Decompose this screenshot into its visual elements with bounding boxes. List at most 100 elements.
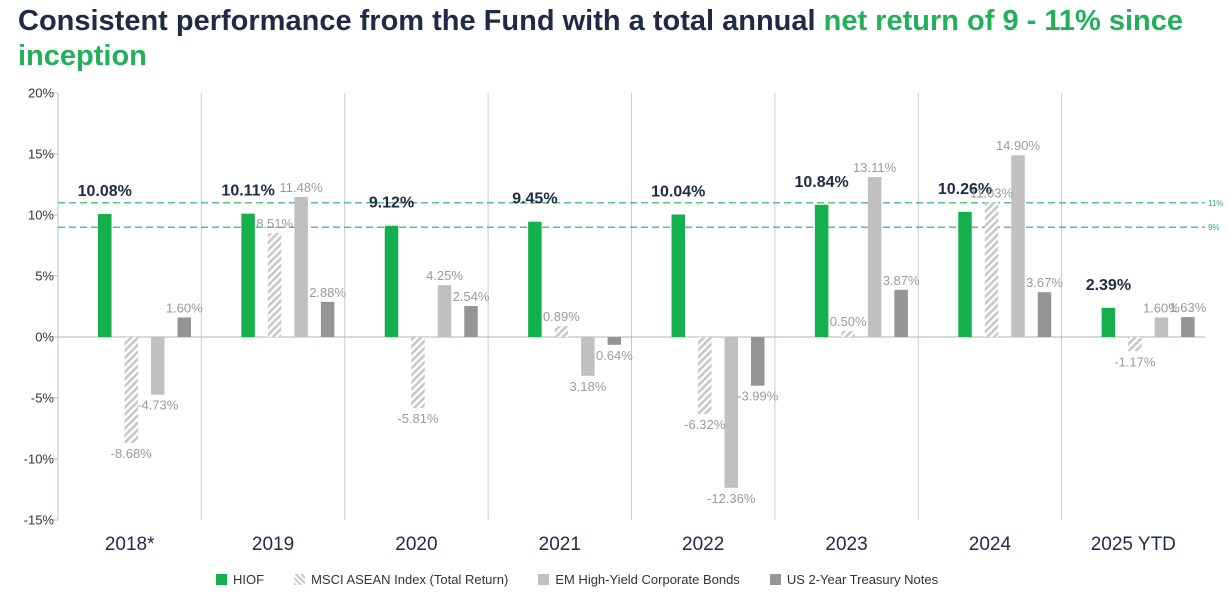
data-label: -4.73% <box>137 398 179 413</box>
chart-title: Consistent performance from the Fund wit… <box>18 4 1218 74</box>
bar-em-high-yield-corporate-bonds <box>581 337 595 376</box>
x-tick-label: 2018* <box>105 534 155 555</box>
data-label: 14.90% <box>996 138 1041 153</box>
data-label: 11.03% <box>970 185 1014 200</box>
data-label: 10.04% <box>651 184 705 201</box>
data-label: 3.18% <box>569 379 606 394</box>
bar-msci-asean-index-total-return- <box>698 337 712 415</box>
bar-hiof <box>98 214 112 337</box>
bar-hiof <box>958 211 972 337</box>
y-tick-label: 5% <box>35 269 54 284</box>
data-label: 4.25% <box>426 268 463 283</box>
bar-us-2-year-treasury-notes <box>177 317 191 337</box>
data-label: 2.39% <box>1086 277 1131 294</box>
title-text: Consistent performance from the Fund wit… <box>18 5 824 37</box>
data-label: -6.32% <box>684 417 726 432</box>
data-label: 3.67% <box>1026 275 1063 290</box>
data-label: 10.11% <box>221 183 274 200</box>
x-tick-label: 2019 <box>252 534 294 555</box>
x-tick-label: 2022 <box>682 534 724 555</box>
bar-em-high-yield-corporate-bonds <box>437 285 452 337</box>
bar-em-high-yield-corporate-bonds <box>151 337 165 395</box>
x-tick-label: 2024 <box>969 534 1012 555</box>
data-label: -8.68% <box>111 446 153 461</box>
category-dividers <box>200 93 1063 520</box>
bar-chart: 20% 15% 10% 5% 0% -5% -10% -15% 11% 9% 10.08% -8.… <box>24 86 1224 556</box>
legend-swatch-ust <box>769 573 781 585</box>
data-label: -5.81% <box>397 411 439 426</box>
data-label: 8.51% <box>256 216 293 231</box>
y-tick-label: 15% <box>28 147 54 162</box>
bar-hiof <box>528 221 542 337</box>
bar-msci-asean-index-total-return- <box>1128 337 1142 352</box>
data-label: 1.60% <box>166 300 203 315</box>
legend-label-hiof: HIOF <box>233 571 265 587</box>
legend-item-hiof: HIOF <box>216 572 264 587</box>
bar-msci-asean-index-total-return- <box>267 233 282 337</box>
legend-swatch-hiof <box>216 573 227 585</box>
legend-swatch-msci <box>294 573 306 585</box>
bar-msci-asean-index-total-return- <box>554 326 569 337</box>
bar-us-2-year-treasury-notes <box>464 306 478 337</box>
data-label: 10.26% <box>938 181 992 198</box>
bars <box>98 155 1195 488</box>
bar-us-2-year-treasury-notes <box>607 337 622 345</box>
legend-label-em: EM High-Yield Corporate Bonds <box>555 571 740 587</box>
legend-item-ust: US 2-Year Treasury Notes <box>769 571 939 587</box>
bar-us-2-year-treasury-notes <box>320 301 335 337</box>
y-tick-label: 20% <box>28 86 54 101</box>
x-tick-label: 2023 <box>825 534 867 555</box>
x-tick-label: 2020 <box>395 534 437 555</box>
reference-line-label: 9% <box>1208 223 1220 232</box>
bar-msci-asean-index-total-return- <box>841 330 855 337</box>
y-tick-label: 10% <box>28 208 54 223</box>
reference-line-label: 11% <box>1208 199 1223 208</box>
data-label: -12.36% <box>707 491 756 506</box>
legend-label-msci: MSCI ASEAN Index (Total Return) <box>311 571 509 587</box>
bar-em-high-yield-corporate-bonds <box>294 196 308 337</box>
bar-em-high-yield-corporate-bonds <box>1011 155 1025 337</box>
y-tick-label: -5% <box>31 391 55 406</box>
bar-us-2-year-treasury-notes <box>894 289 908 337</box>
legend-item-msci: MSCI ASEAN Index (Total Return) <box>294 572 508 587</box>
data-label: 10.84% <box>794 174 848 191</box>
x-tick-label: 2021 <box>539 534 581 555</box>
legend-label-ust: US 2-Year Treasury Notes <box>786 571 939 587</box>
bar-us-2-year-treasury-notes <box>751 337 765 386</box>
data-label: 11.48% <box>280 180 324 195</box>
data-label: 10.08% <box>78 183 132 200</box>
data-label: 2.54% <box>453 289 490 304</box>
legend: HIOF MSCI ASEAN Index (Total Return) EM … <box>216 570 968 588</box>
data-label: -3.99% <box>737 389 779 404</box>
data-label: 13.11% <box>853 160 897 175</box>
data-label: 1.60% <box>1143 300 1180 315</box>
data-label: 9.12% <box>369 195 414 212</box>
y-tick-label: 0% <box>35 330 54 345</box>
data-label: 0.89% <box>543 309 580 324</box>
reference-lines: 11% 9% <box>58 199 1223 232</box>
data-label: 0.64% <box>596 348 633 363</box>
x-tick-label: 2025 YTD <box>1091 534 1176 555</box>
bar-em-high-yield-corporate-bonds <box>1154 317 1169 337</box>
bar-hiof <box>384 225 399 337</box>
data-label: 9.45% <box>512 191 557 208</box>
bar-msci-asean-index-total-return- <box>984 202 999 337</box>
bar-msci-asean-index-total-return- <box>124 337 138 443</box>
data-labels: 10.08% -8.68% -4.73% 1.60% 10.11% 8.51% 11.48%… <box>78 138 1207 506</box>
bar-us-2-year-treasury-notes <box>1037 292 1052 337</box>
y-tick-label: -10% <box>24 452 55 467</box>
data-label: 0.50% <box>830 314 867 329</box>
bar-hiof <box>671 214 685 337</box>
legend-item-em: EM High-Yield Corporate Bonds <box>538 572 740 587</box>
title-highlight: net return of 9 - 11% since inception <box>18 5 1184 72</box>
x-axis: 2018* 2019 2020 2021 2022 2023 2024 2025 YTD <box>105 534 1176 555</box>
data-label: 3.87% <box>883 273 920 288</box>
bar-msci-asean-index-total-return- <box>411 337 425 408</box>
bar-hiof <box>1101 307 1116 337</box>
data-label: 2.88% <box>309 285 346 300</box>
legend-swatch-em <box>538 573 550 585</box>
data-label: -1.17% <box>1114 354 1156 369</box>
data-label: 1.63% <box>1169 300 1206 315</box>
bar-em-high-yield-corporate-bonds <box>867 177 882 337</box>
y-tick-label: -15% <box>24 513 55 528</box>
